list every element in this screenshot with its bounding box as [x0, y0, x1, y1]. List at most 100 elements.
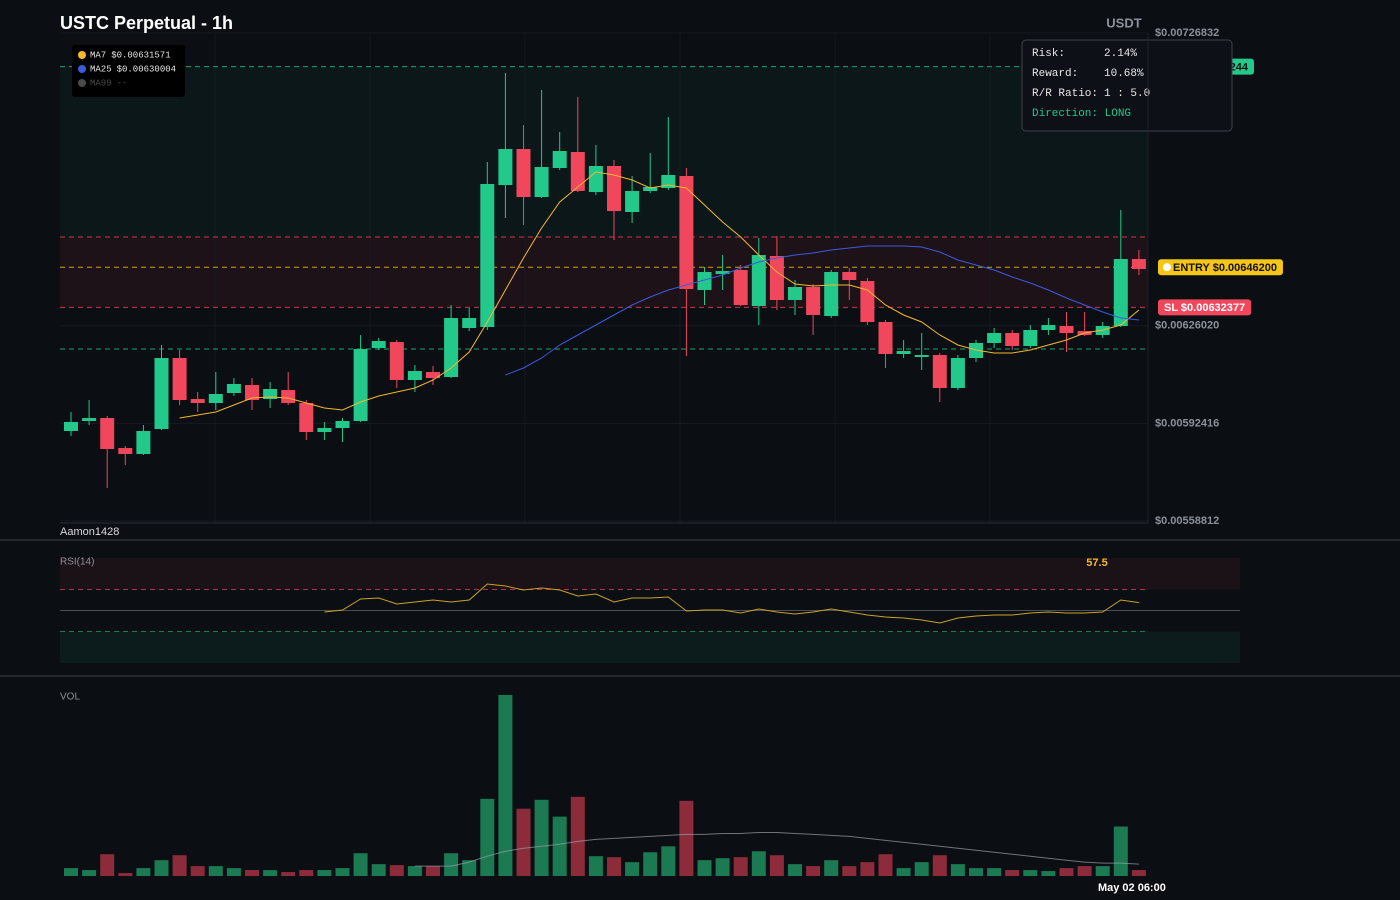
candle-body — [100, 418, 115, 450]
candle-body — [987, 333, 1002, 343]
volume-bar — [896, 868, 911, 876]
candle-body — [697, 272, 712, 291]
candle-body — [462, 318, 477, 329]
volume-bar — [1023, 870, 1038, 876]
volume-bar — [245, 870, 259, 876]
volume-bar — [625, 862, 640, 876]
volume-bar — [1059, 868, 1074, 876]
price-level-tag — [1158, 299, 1252, 316]
volume-bar — [860, 862, 875, 876]
volume-bar — [697, 860, 712, 876]
y-tick-label: $0.00558812 — [1155, 515, 1219, 527]
price-level-label: SL $0.00632377 — [1164, 302, 1245, 314]
volume-bar — [190, 866, 205, 876]
legend-value: $0.00630004 — [117, 64, 176, 74]
candle-body — [950, 358, 965, 389]
candle-body — [1113, 258, 1128, 327]
y-tick-label: $0.00592416 — [1155, 417, 1219, 429]
candle-body — [1131, 258, 1146, 269]
candle-body — [932, 355, 947, 389]
candle-body — [136, 430, 151, 455]
volume-bar — [371, 864, 386, 876]
loss-zone — [60, 237, 1148, 308]
legend-dot — [78, 79, 86, 87]
candle-body — [426, 372, 440, 379]
candle-body — [788, 286, 802, 301]
candle-body — [588, 165, 603, 193]
candle-body — [281, 390, 296, 403]
candle-body — [407, 371, 422, 380]
candle-body — [914, 355, 929, 358]
chart-title: USTC Perpetual - 1h — [60, 13, 233, 33]
candle-body — [570, 151, 585, 192]
volume-bar — [208, 866, 223, 876]
volume-bar — [788, 864, 802, 876]
candle-body — [64, 421, 78, 431]
candle-body — [878, 321, 893, 355]
risk-key: Risk: — [1032, 48, 1065, 60]
volume-bar — [552, 816, 567, 876]
risk-value: 10.68% — [1104, 68, 1144, 80]
volume-bar — [534, 799, 549, 876]
candle-body — [353, 349, 368, 422]
volume-bar — [263, 870, 278, 876]
volume-bar — [82, 870, 97, 876]
ma-line — [179, 171, 1140, 419]
candle-body — [516, 149, 531, 198]
volume-bar — [643, 852, 658, 876]
volume-bar — [100, 854, 115, 876]
candle-body — [498, 149, 513, 186]
volume-bar — [987, 868, 1002, 876]
volume-bar — [480, 798, 495, 876]
risk-key: Reward: — [1032, 68, 1078, 80]
volume-bar — [806, 866, 821, 876]
entry-dot — [1163, 263, 1171, 272]
volume-bar — [661, 846, 676, 876]
chart-layer: $0.00726832 $0.00626020 $0.00592416 $0.0055… — [60, 27, 1240, 876]
volume-bar — [878, 854, 893, 876]
volume-bar — [299, 870, 314, 876]
candle-body — [806, 286, 821, 315]
legend-dot — [78, 65, 86, 73]
volume-bar — [1041, 871, 1056, 876]
rsi-title: RSI(14) — [60, 557, 94, 568]
candle-body — [1059, 326, 1074, 334]
quote-currency: USDT — [1106, 15, 1141, 30]
volume-title: VOL — [60, 692, 80, 703]
risk-value: 2.14% — [1104, 48, 1137, 60]
volume-ma-line — [414, 832, 1139, 867]
candle-body — [1005, 333, 1020, 347]
candle-body — [118, 448, 133, 455]
candle-body — [190, 399, 205, 403]
volume-bar — [969, 868, 983, 876]
candle-body — [154, 358, 169, 429]
volume-bar — [570, 796, 585, 876]
volume-bar — [607, 857, 621, 876]
candle-body — [299, 402, 314, 433]
volume-bar — [1113, 826, 1128, 876]
risk-direction: Direction: LONG — [1032, 108, 1131, 120]
candle-body — [896, 351, 911, 355]
candle-body — [371, 341, 386, 349]
price-level-tag — [1158, 259, 1283, 276]
volume-bar — [1131, 870, 1146, 876]
candle-body — [607, 165, 621, 212]
candle-body — [643, 186, 658, 192]
candle-body — [226, 384, 241, 394]
volume-bar — [715, 858, 730, 876]
volume-bar — [462, 860, 477, 876]
volume-bar — [154, 860, 169, 876]
overlay-layer: MA7 $0.00631571 MA25 $0.00630004 MA99 -- $0.00… — [60, 39, 1283, 894]
volume-bar — [932, 855, 947, 876]
candle-body — [769, 256, 784, 301]
volume-bar — [679, 800, 694, 876]
volume-bar — [444, 853, 459, 876]
volume-bar — [407, 866, 422, 876]
rsi-value-label: 57.5 — [1086, 557, 1107, 569]
y-tick-label: $0.00626020 — [1155, 320, 1219, 332]
volume-bar — [1077, 866, 1092, 876]
volume-bar — [281, 872, 296, 876]
candle-body — [661, 175, 676, 189]
